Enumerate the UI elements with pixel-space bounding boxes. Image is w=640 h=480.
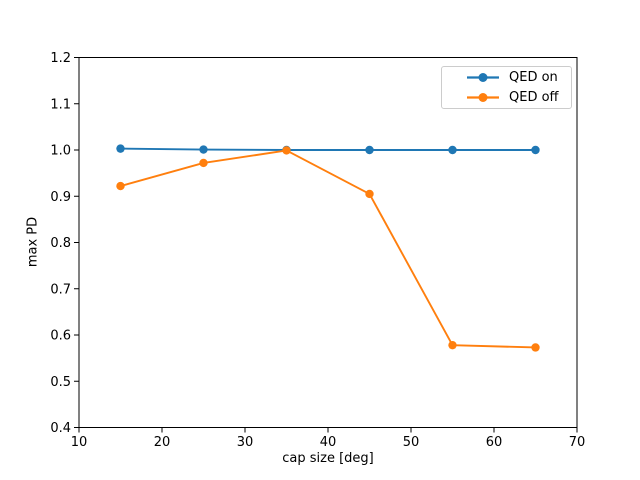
legend: QED on QED off [441, 66, 572, 109]
legend-label-qed-on: QED on [509, 69, 558, 85]
svg-text:0.6: 0.6 [50, 329, 71, 344]
series-qed-on [116, 144, 540, 155]
svg-text:40: 40 [320, 435, 337, 450]
legend-entry-qed-off: QED off [467, 88, 571, 108]
svg-text:0.8: 0.8 [50, 236, 71, 251]
x-axis-label: cap size [deg] [282, 451, 374, 466]
y-axis-ticks: 0.4 0.5 0.6 0.7 0.8 0.9 1.0 1.1 1.2 [50, 51, 79, 436]
legend-line-sample-qed-on [467, 72, 499, 82]
y-axis-label: max PD [25, 216, 41, 268]
svg-text:1.0: 1.0 [50, 144, 71, 159]
svg-text:70: 70 [569, 435, 586, 450]
svg-text:60: 60 [486, 435, 503, 450]
axes-spines [78, 57, 578, 428]
legend-line-sample-qed-off [467, 93, 499, 103]
x-axis-ticks: 10 20 30 40 50 60 70 [71, 427, 586, 450]
svg-text:30: 30 [237, 435, 254, 450]
svg-text:1.2: 1.2 [50, 51, 71, 66]
svg-text:1.1: 1.1 [50, 97, 71, 112]
series-qed-off [116, 146, 540, 352]
legend-entry-qed-on: QED on [467, 67, 571, 87]
svg-text:0.7: 0.7 [50, 282, 71, 297]
svg-text:20: 20 [154, 435, 171, 450]
svg-text:10: 10 [71, 435, 88, 450]
svg-text:0.5: 0.5 [50, 375, 71, 390]
svg-text:0.9: 0.9 [50, 190, 71, 205]
legend-label-qed-off: QED off [509, 90, 559, 106]
svg-text:50: 50 [403, 435, 420, 450]
svg-text:0.4: 0.4 [50, 421, 71, 436]
